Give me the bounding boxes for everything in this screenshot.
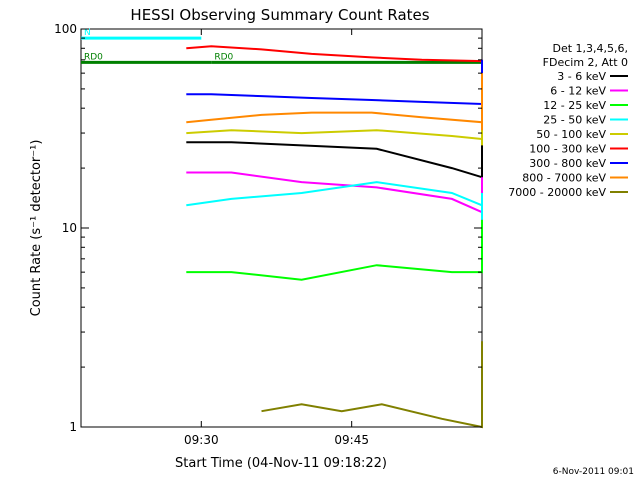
flag-label: RD0 xyxy=(84,52,103,62)
flag-label: RD0 xyxy=(214,52,233,62)
series-layer xyxy=(186,45,483,429)
y-axis-label: Count Rate (s⁻¹ detector⁻¹) xyxy=(29,140,44,317)
x-axis: 09:30 09:45 xyxy=(184,29,369,447)
y-tick-label: 100 xyxy=(54,22,77,36)
flag-label: N xyxy=(84,28,91,38)
legend-label: 50 - 100 keV xyxy=(536,128,606,141)
series-line xyxy=(261,341,483,429)
series-line xyxy=(186,219,483,281)
legend-header: Det 1,3,4,5,6, xyxy=(552,42,628,55)
y-tick-label: 1 xyxy=(69,420,77,434)
legend-label: 300 - 800 keV xyxy=(529,157,606,170)
y-axis: 1 10 100 xyxy=(54,22,482,434)
chart-title: HESSI Observing Summary Count Rates xyxy=(130,6,429,24)
legend-label: 12 - 25 keV xyxy=(543,99,606,112)
x-axis-label: Start Time (04-Nov-11 09:18:22) xyxy=(175,456,387,471)
legend-label: 6 - 12 keV xyxy=(550,85,606,98)
flags-layer: N RD0 RD0 xyxy=(81,28,482,64)
legend-label: 7000 - 20000 keV xyxy=(508,186,606,199)
x-tick-label: 09:45 xyxy=(334,433,369,447)
x-tick-label: 09:30 xyxy=(184,433,219,447)
series-line xyxy=(186,181,483,220)
series-line xyxy=(186,108,483,183)
legend-label: 25 - 50 keV xyxy=(543,114,606,127)
y-tick-label: 10 xyxy=(62,221,77,235)
legend-label: 800 - 7000 keV xyxy=(522,172,606,185)
series-line xyxy=(186,73,483,131)
legend-label: 3 - 6 keV xyxy=(557,70,606,83)
legend-header: FDecim 2, Att 0 xyxy=(543,56,628,69)
footer-date: 6-Nov-2011 09:01 xyxy=(553,467,634,477)
legend-label: 100 - 300 keV xyxy=(529,143,606,156)
legend: Det 1,3,4,5,6,FDecim 2, Att 03 - 6 keV 6 … xyxy=(508,42,628,199)
